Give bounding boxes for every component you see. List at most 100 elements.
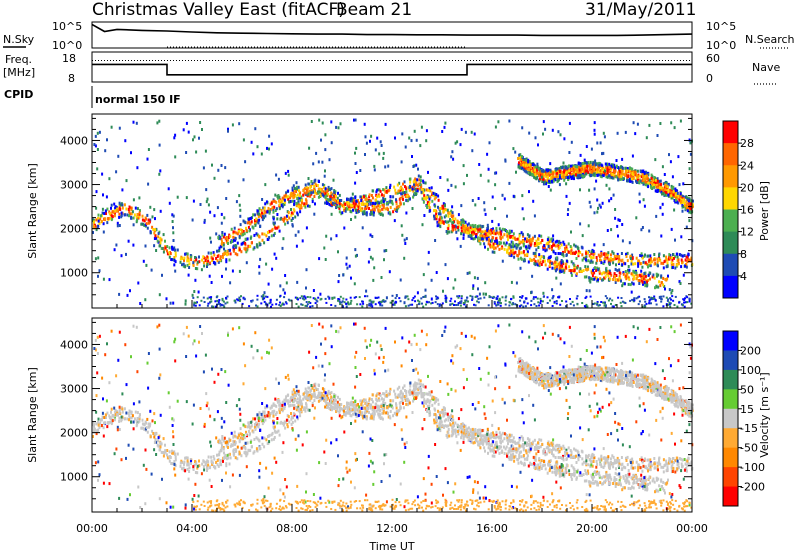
velocity-echo-cell [584, 469, 587, 473]
power-noise-cell [314, 202, 316, 206]
power-echo-cell [583, 164, 586, 168]
power-ground-cell [299, 297, 302, 300]
power-ground-cell [499, 304, 502, 307]
power-echo-cell [529, 257, 532, 261]
power-noise-cell [282, 288, 285, 292]
power-echo-cell [480, 234, 483, 238]
power-echo-cell [195, 256, 198, 260]
power-echo-cell [677, 194, 680, 198]
power-echo-cell [557, 252, 560, 255]
power-echo-cell [314, 178, 317, 182]
power-echo-cell [589, 163, 592, 167]
power-echo-cell [190, 255, 192, 259]
power-noise-cell [482, 292, 485, 296]
power-echo-cell [522, 244, 525, 248]
power-ground-cell [535, 305, 538, 307]
velocity-echo-cell [143, 427, 146, 431]
power-echo-cell [630, 177, 633, 181]
power-noise-cell [588, 289, 591, 293]
power-noise-cell [339, 302, 342, 306]
power-echo-cell [381, 213, 384, 217]
power-echo-cell [472, 230, 475, 234]
power-echo-cell [533, 242, 536, 245]
power-echo-cell [564, 246, 566, 250]
power-echo-cell [130, 212, 133, 216]
power-ground-cell [353, 296, 356, 299]
power-echo-cell [679, 192, 682, 196]
power-echo-cell [99, 217, 102, 221]
power-ground-cell [361, 300, 364, 303]
power-echo-cell [534, 173, 537, 177]
power-echo-cell [609, 259, 612, 263]
power-echo-cell [632, 170, 635, 174]
power-noise-cell [570, 230, 572, 234]
power-noise-cell [614, 208, 617, 211]
power-echo-cell [427, 188, 430, 192]
power-echo-cell [548, 255, 551, 259]
power-echo-cell [357, 210, 360, 213]
power-echo-cell [639, 262, 642, 266]
power-noise-cell [145, 263, 148, 267]
power-ground-cell [306, 296, 309, 298]
power-noise-cell [638, 200, 641, 204]
power-ground-cell [645, 302, 648, 305]
power-noise-cell [487, 179, 490, 183]
power-echo-cell [619, 171, 622, 175]
power-noise-cell [610, 228, 613, 232]
power-echo-cell [682, 198, 685, 202]
power-noise-cell [103, 212, 106, 215]
power-noise-cell [350, 276, 352, 280]
power-noise-cell [661, 202, 664, 206]
power-noise-cell [142, 259, 145, 263]
power-echo-cell [673, 189, 675, 193]
power-echo-cell [445, 230, 448, 233]
power-noise-cell [108, 278, 111, 282]
power-noise-cell [603, 135, 606, 139]
power-echo-cell [233, 230, 236, 234]
power-echo-cell [376, 200, 379, 204]
power-echo-cell [120, 213, 123, 217]
velocity-echo-cell [136, 411, 139, 415]
power-ground-cell [604, 295, 607, 298]
power-echo-cell [509, 234, 512, 238]
power-echo-cell [563, 178, 566, 182]
power-echo-cell [310, 189, 313, 193]
power-noise-cell [657, 264, 659, 268]
power-echo-cell [418, 178, 421, 182]
power-ground-cell [690, 302, 693, 305]
power-noise-cell [396, 208, 399, 212]
power-echo-cell [302, 188, 305, 192]
power-noise-cell [488, 295, 491, 299]
power-echo-cell [338, 199, 341, 203]
power-noise-cell [579, 222, 582, 226]
power-ground-cell [611, 299, 614, 302]
power-echo-cell [240, 233, 243, 237]
power-echo-cell [620, 177, 623, 181]
power-noise-cell [307, 177, 310, 180]
power-noise-cell [419, 175, 422, 179]
power-echo-cell [371, 189, 374, 193]
power-echo-cell [243, 232, 246, 236]
power-ground-cell [493, 302, 496, 305]
power-noise-cell [287, 169, 290, 173]
velocity-echo-cell [325, 401, 328, 405]
power-echo-cell [437, 198, 440, 202]
power-echo-cell [542, 260, 545, 264]
power-echo-cell [659, 188, 662, 192]
power-echo-cell [631, 273, 634, 277]
power-echo-cell [611, 250, 614, 254]
power-echo-cell [520, 246, 522, 250]
power-echo-cell [218, 246, 221, 250]
power-ground-cell [650, 296, 653, 299]
power-ground-cell [673, 304, 676, 306]
power-noise-cell [682, 273, 685, 277]
velocity-echo-cell [130, 412, 133, 416]
power-echo-cell [104, 217, 107, 221]
power-noise-cell [548, 179, 551, 183]
velocity-echo-cell [599, 481, 602, 485]
power-noise-cell [602, 131, 605, 135]
date-label: 31/May/2011 [585, 0, 697, 20]
power-noise-cell [616, 131, 619, 135]
power-ground-cell [686, 296, 689, 299]
power-echo-cell [418, 187, 421, 191]
